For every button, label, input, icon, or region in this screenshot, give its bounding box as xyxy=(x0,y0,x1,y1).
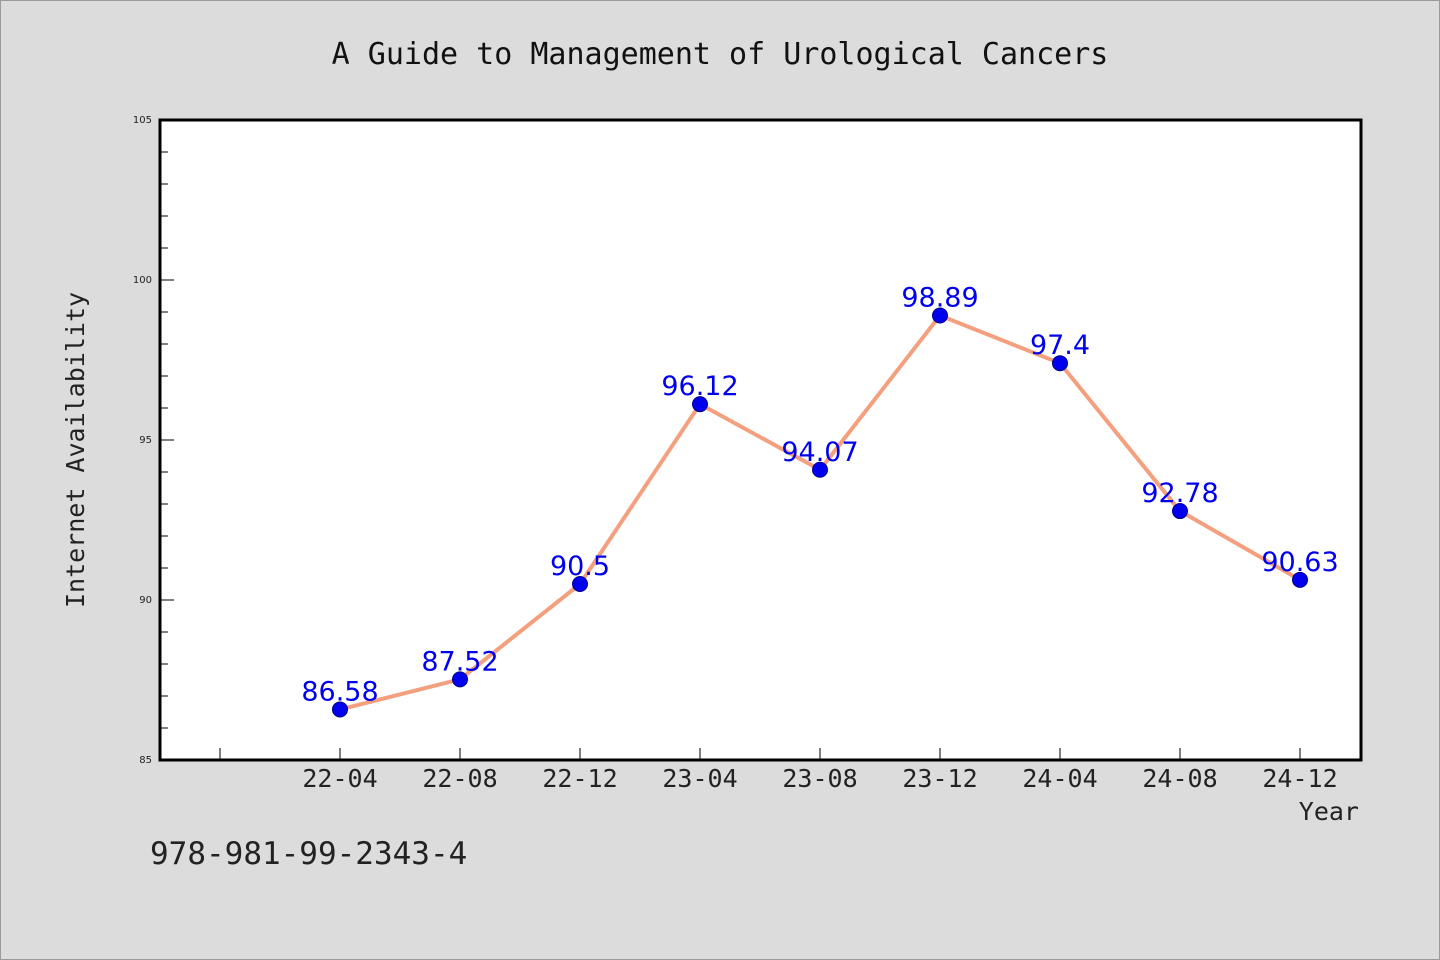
data-point xyxy=(1172,503,1188,520)
chart-title: A Guide to Management of Urological Canc… xyxy=(332,37,1109,72)
data-label: 98.89 xyxy=(901,283,978,314)
data-point xyxy=(692,396,708,413)
data-point xyxy=(332,701,348,718)
plot-area xyxy=(158,118,1363,762)
y-tick-label: 95 xyxy=(139,435,152,446)
data-label: 94.07 xyxy=(781,437,858,468)
data-point xyxy=(452,671,468,688)
data-label: 96.12 xyxy=(661,371,738,402)
data-point xyxy=(932,307,948,324)
data-label: 87.52 xyxy=(421,646,498,677)
data-point xyxy=(572,576,588,592)
x-tick-label: 23-04 xyxy=(662,764,737,793)
x-tick-label: 24-04 xyxy=(1022,764,1097,793)
data-label: 86.58 xyxy=(301,676,378,707)
data-label: 97.4 xyxy=(1030,330,1090,361)
data-point xyxy=(1292,571,1308,588)
series-layer: 86.58 87.52 90.5 96.12 94.07 98.89 97.4 92.78 90… xyxy=(301,283,1339,718)
y-axis-label: Internet Availability xyxy=(61,292,90,608)
isbn-text: 978-981-99-2343-4 xyxy=(150,836,467,872)
y-tick-label: 90 xyxy=(139,595,152,606)
y-tick-label: 105 xyxy=(133,115,152,126)
data-point xyxy=(812,461,828,478)
data-label: 92.78 xyxy=(1141,478,1218,509)
y-tick-label: 100 xyxy=(133,275,152,286)
y-tick-label: 85 xyxy=(139,755,152,766)
data-label: 90.63 xyxy=(1261,547,1338,578)
x-tick-label: 22-04 xyxy=(302,764,377,793)
x-tick-label: 23-12 xyxy=(902,764,977,793)
x-axis-ticks: 22-04 22-08 22-12 23-04 23-08 23-12 24-04 24-08… xyxy=(219,748,1338,793)
x-tick-label: 24-08 xyxy=(1142,764,1217,793)
x-tick-label: 22-12 xyxy=(542,764,617,793)
x-tick-label: 24-12 xyxy=(1262,764,1337,793)
y-axis-ticks: 85 90 95 100 105 xyxy=(133,115,174,766)
data-label: 90.5 xyxy=(550,551,610,582)
x-axis-label: Year xyxy=(1299,797,1359,826)
x-tick-label: 23-08 xyxy=(782,764,857,793)
data-point xyxy=(1052,355,1068,372)
x-tick-label: 22-08 xyxy=(422,764,497,793)
